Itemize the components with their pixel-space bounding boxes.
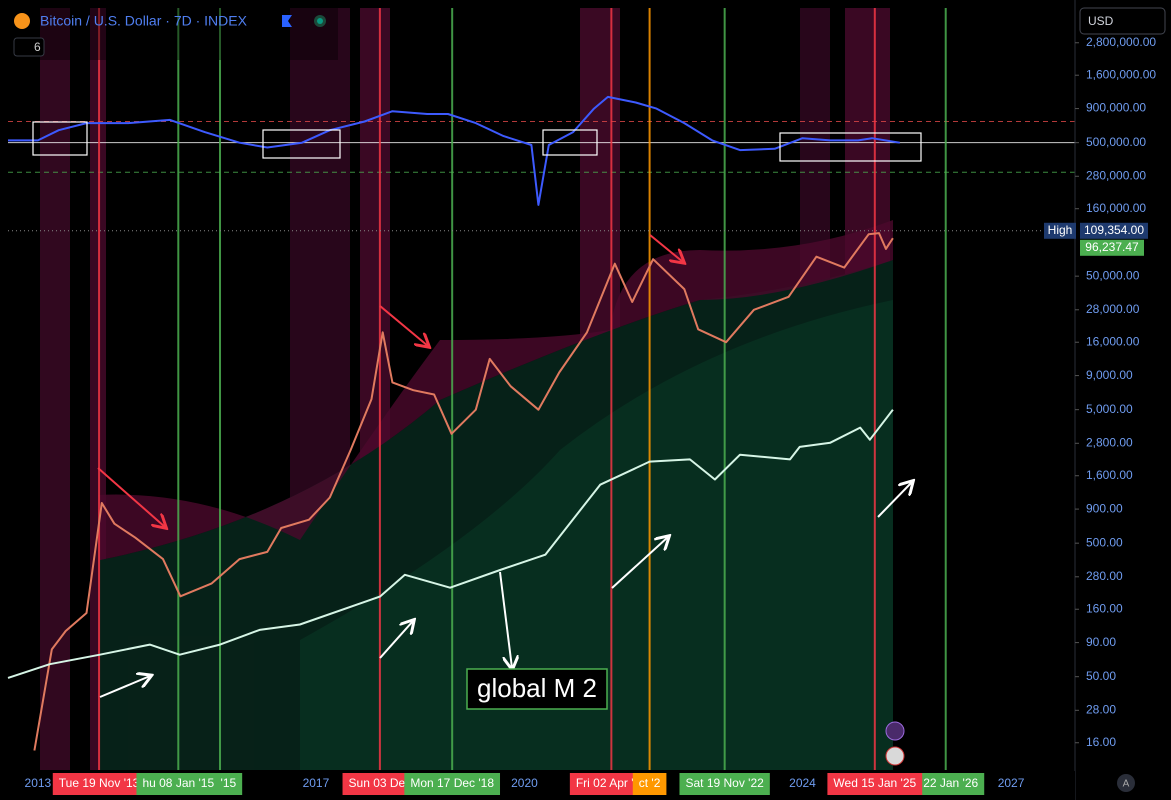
last-value: 96,237.47 bbox=[1085, 240, 1139, 254]
shading bbox=[40, 8, 893, 770]
y-tick-label: 280,000.00 bbox=[1086, 168, 1146, 182]
event-label: Wed 15 Jan '25 bbox=[827, 773, 923, 795]
event-label-text: hu 08 Jan '15 bbox=[142, 776, 214, 790]
x-tick-label: 2020 bbox=[511, 776, 538, 790]
y-tick-label: 900,000.00 bbox=[1086, 101, 1146, 115]
annotation-box bbox=[466, 668, 608, 710]
y-tick-label: 1,600,000.00 bbox=[1086, 67, 1156, 81]
event-label-text: Mon 17 Dec '18 bbox=[410, 776, 494, 790]
event-label: Sun 03 Dec bbox=[342, 773, 418, 795]
indicator-count: 6 bbox=[34, 40, 41, 54]
icon[interactable] bbox=[885, 721, 905, 741]
y-tick-label: 280.00 bbox=[1086, 569, 1123, 583]
y-tick-label: 28,000.00 bbox=[1086, 302, 1140, 316]
y-axis-panel bbox=[1075, 0, 1171, 800]
y-tick-label: 9,000.00 bbox=[1086, 368, 1133, 382]
high-tag: High bbox=[1048, 223, 1073, 237]
highlight-box bbox=[262, 129, 341, 159]
event-label-bg bbox=[342, 773, 418, 795]
y-tick-label: 1,600.00 bbox=[1086, 468, 1133, 482]
currency: USD bbox=[1088, 14, 1114, 28]
event-label-bg bbox=[404, 773, 501, 795]
x-tick-label: 2024 bbox=[789, 776, 816, 790]
event-label: Sat 19 Nov '22 bbox=[679, 773, 770, 795]
high-tag-bg bbox=[1044, 222, 1076, 239]
annotation: global M 2 bbox=[477, 673, 597, 703]
event-label-text: Tue 19 Nov '13 bbox=[59, 776, 140, 790]
event-label-bg bbox=[136, 773, 221, 795]
event-label-bg bbox=[569, 773, 653, 795]
event-label: Fri 02 Apr '21 bbox=[569, 773, 653, 795]
event-label: hu 08 Jan '15 bbox=[136, 773, 221, 795]
x-tick-label: 2017 bbox=[303, 776, 330, 790]
event-label-bg bbox=[907, 773, 985, 795]
event-label-bg bbox=[52, 773, 146, 795]
icon[interactable] bbox=[885, 746, 905, 766]
coin-icon bbox=[14, 13, 30, 29]
series-line bbox=[8, 95, 900, 206]
event-label-text: Fri 02 Apr '21 bbox=[576, 776, 647, 790]
y-tick-label: 90.00 bbox=[1086, 635, 1116, 649]
y-tick-label: 900.00 bbox=[1086, 501, 1123, 515]
event-label-text: a 22 Jan '26 bbox=[913, 776, 978, 790]
series-line bbox=[7, 409, 894, 679]
y-tick-label: 2,800,000.00 bbox=[1086, 35, 1156, 49]
event-label-text: Wed 15 Jan '25 bbox=[833, 776, 916, 790]
last-value-bg bbox=[1080, 239, 1144, 256]
scale-mode: A bbox=[1123, 779, 1130, 790]
highlight-box bbox=[779, 132, 922, 162]
flag-icon bbox=[282, 15, 292, 27]
event-label-text: Sat 19 Nov '22 bbox=[685, 776, 764, 790]
y-tick-label: 5,000.00 bbox=[1086, 402, 1133, 416]
event-label: Mon 17 Dec '18 bbox=[404, 773, 501, 795]
y-tick-label: 2,800.00 bbox=[1086, 435, 1133, 449]
high-value: 109,354.00 bbox=[1084, 223, 1144, 237]
scale-button[interactable] bbox=[1117, 774, 1135, 792]
y-tick-label: 500.00 bbox=[1086, 535, 1123, 549]
series-line bbox=[33, 232, 894, 751]
event-label: ct '2 bbox=[632, 773, 667, 795]
x-tick-label: 2027 bbox=[998, 776, 1025, 790]
highlight-box bbox=[32, 121, 88, 156]
event-label-bg bbox=[827, 773, 923, 795]
currency-select[interactable] bbox=[1079, 7, 1166, 35]
y-tick-label: 160.00 bbox=[1086, 601, 1123, 615]
chart-title: Bitcoin / U.S. Dollar · 7D · INDEX bbox=[40, 13, 248, 29]
y-tick-label: 16.00 bbox=[1086, 735, 1116, 749]
event-label-bg bbox=[679, 773, 770, 795]
y-tick-label: 50,000.00 bbox=[1086, 268, 1140, 282]
y-tick-label: 16,000.00 bbox=[1086, 334, 1140, 348]
y-tick-label: 500,000.00 bbox=[1086, 135, 1146, 149]
event-label: Tue 19 Nov '13 bbox=[52, 773, 146, 795]
x-tick-label: 2013 bbox=[25, 776, 52, 790]
event-label-text: Sun 03 Dec bbox=[349, 776, 412, 790]
event-label: a 22 Jan '26 bbox=[907, 773, 985, 795]
y-tick-label: 28.00 bbox=[1086, 702, 1116, 716]
event-label-bg bbox=[632, 773, 667, 795]
highlight-box bbox=[542, 129, 598, 156]
indicator-toggle[interactable] bbox=[13, 37, 45, 57]
high-value-bg bbox=[1080, 222, 1148, 239]
y-tick-label: 50.00 bbox=[1086, 669, 1116, 683]
event-label-text: ct '2 bbox=[639, 776, 661, 790]
arrows bbox=[97, 234, 912, 698]
y-tick-label: 160,000.00 bbox=[1086, 201, 1146, 215]
